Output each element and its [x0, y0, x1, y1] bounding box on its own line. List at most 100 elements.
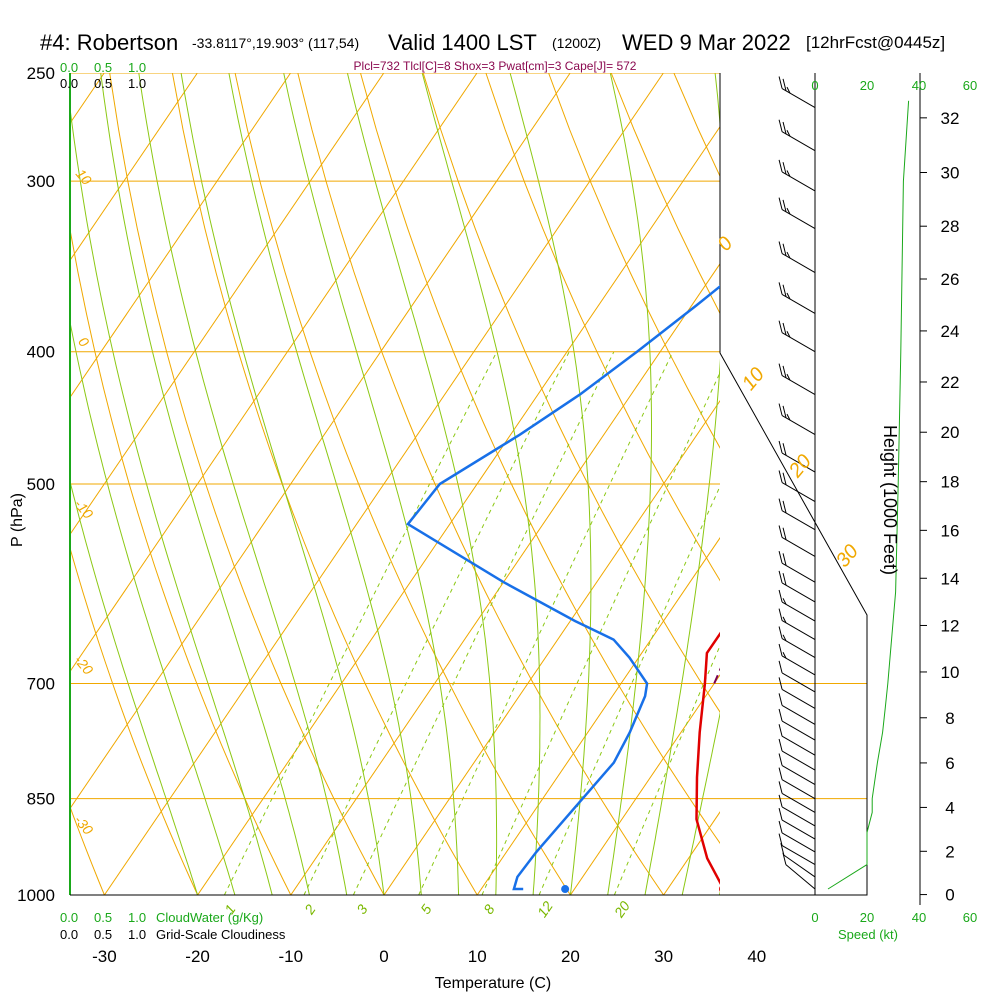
cloud-scale-bottom: 0.0 0.5 1.0 CloudWater (g/Kg) 0.0 0.5 1.…	[60, 910, 286, 942]
isotherm-label: 0	[75, 334, 92, 350]
wind-barb-staff	[781, 620, 816, 641]
stability-indices: Plcl=732 Tlcl[C]=8 Shox=3 Pwat[cm]=3 Cap…	[354, 59, 637, 73]
dry-adiabat-line	[171, 73, 478, 895]
wind-barb-staff	[781, 704, 816, 725]
speed-label: Speed (kt)	[838, 927, 898, 942]
wind-barb-flag	[778, 781, 783, 794]
sounding-series	[406, 284, 720, 894]
height-tick-label: 2	[945, 842, 954, 861]
cloud-scale-bottom-black-0: 0.0	[60, 927, 78, 942]
moist-adiabat-line	[228, 73, 422, 895]
wind-barb-flag	[778, 708, 783, 722]
wind-barb-staff	[781, 452, 816, 473]
x-tick-label: -30	[92, 947, 117, 966]
wind-barb-staff	[781, 562, 816, 583]
wind-barb-staff	[781, 750, 816, 771]
surface-temperature-dot	[719, 886, 720, 892]
speed-bottom-60: 60	[963, 910, 977, 925]
isotherm-label: 0	[713, 233, 737, 256]
wind-barb-staff	[781, 672, 816, 693]
plot-frame	[70, 73, 868, 896]
mixing-ratio-line	[418, 351, 674, 895]
wind-barb-flag	[778, 807, 783, 821]
wind-barb-staff	[781, 845, 816, 866]
cloud-scale-top: 0.0 0.5 1.0 0.0 0.5 1.0	[60, 60, 146, 91]
isotherm-label: -30	[71, 812, 96, 838]
pressure-tick-label: 700	[27, 675, 55, 694]
isotherm-label: 10	[738, 364, 769, 395]
height-tick-label: 26	[941, 270, 960, 289]
x-tick-label: -20	[185, 947, 210, 966]
x-tick-label: 40	[747, 947, 766, 966]
dry-adiabat-line	[0, 73, 11, 895]
wind-barb-staff	[781, 806, 816, 827]
moist-adiabat-line	[70, 319, 236, 895]
pressure-tick-label: 1000	[17, 886, 55, 905]
wind-barb-flag	[786, 413, 791, 421]
wind-barb-flag	[786, 292, 791, 300]
dry-adiabat-line	[987, 73, 1000, 895]
speed-bottom-40: 40	[912, 910, 926, 925]
wind-barb-flag	[778, 767, 783, 780]
wind-barb-flag	[786, 207, 791, 215]
wind-barb-flag	[782, 527, 787, 540]
cloud-scale-bottom-green-1: 0.5	[94, 910, 112, 925]
moist-adiabat-line	[757, 73, 967, 895]
cloud-scale-top-green-1: 0.5	[94, 60, 112, 75]
pressure-tick-label: 300	[27, 172, 55, 191]
wind-barb-flag	[778, 498, 783, 511]
wind-barb-flag	[782, 322, 787, 336]
speed-top-20: 20	[860, 78, 874, 93]
wind-barb-flag	[778, 626, 783, 639]
height-axis-title: Height (1000 Feet)	[880, 425, 900, 575]
pressure-tick-label: 400	[27, 343, 55, 362]
wind-barb-flag	[778, 677, 783, 690]
wind-barb-flag	[778, 551, 783, 564]
dewpoint-line	[406, 284, 720, 891]
moist-adiabat-line	[70, 479, 199, 895]
wind-barb-flag	[782, 243, 787, 256]
wind-barb-flag	[780, 843, 785, 856]
wind-barb-flag	[782, 405, 787, 418]
isotherm-line	[70, 73, 198, 262]
cloud-scale-top-black-0: 0.0	[60, 76, 78, 91]
wind-barb-staff	[781, 638, 816, 658]
x-tick-label: 20	[561, 947, 580, 966]
pressure-tick-label: 500	[27, 475, 55, 494]
moist-adiabat-line	[421, 73, 541, 895]
station-title: #4: Robertson	[40, 30, 178, 55]
height-tick-label: 8	[945, 709, 954, 728]
wind-barb-flag	[782, 78, 787, 91]
height-tick-label: 28	[941, 217, 960, 236]
speed-top-60: 60	[963, 78, 977, 93]
cloud-scale-top-green-0: 0.0	[60, 60, 78, 75]
wind-barb-flag	[778, 241, 783, 254]
isotherm-line	[70, 73, 291, 399]
wind-speed-line	[827, 100, 910, 890]
wind-barb-flag	[782, 500, 787, 514]
wind-barb-flag	[782, 284, 787, 297]
wind-barb-flag	[778, 738, 783, 752]
station-coords: -33.8117°,19.903° (117,54)	[192, 35, 359, 51]
wind-barb-flag	[778, 363, 783, 376]
height-tick-label: 4	[945, 798, 954, 817]
wind-barb-staff	[781, 332, 816, 353]
moist-adiabat-line	[138, 73, 348, 895]
wind-barb-staff	[781, 832, 816, 853]
wind-barb-staff	[781, 88, 816, 108]
wind-barb-flag	[778, 320, 783, 333]
isotherm-label: 20	[784, 451, 816, 483]
mixing-ratio-line	[613, 644, 720, 895]
wind-barb-flag	[778, 570, 783, 584]
x-tick-label: -10	[279, 947, 304, 966]
wind-barb-flag	[782, 162, 787, 175]
wind-barb-staff	[781, 720, 816, 741]
wind-barb-staff	[781, 819, 816, 840]
height-tick-label: 6	[945, 754, 954, 773]
wind-barb-flag	[778, 440, 783, 454]
mixing-ratio-line	[481, 371, 720, 895]
x-tick-label: 0	[379, 947, 388, 966]
moist-adiabat-line	[180, 73, 385, 895]
moist-adiabat-line	[100, 73, 310, 895]
